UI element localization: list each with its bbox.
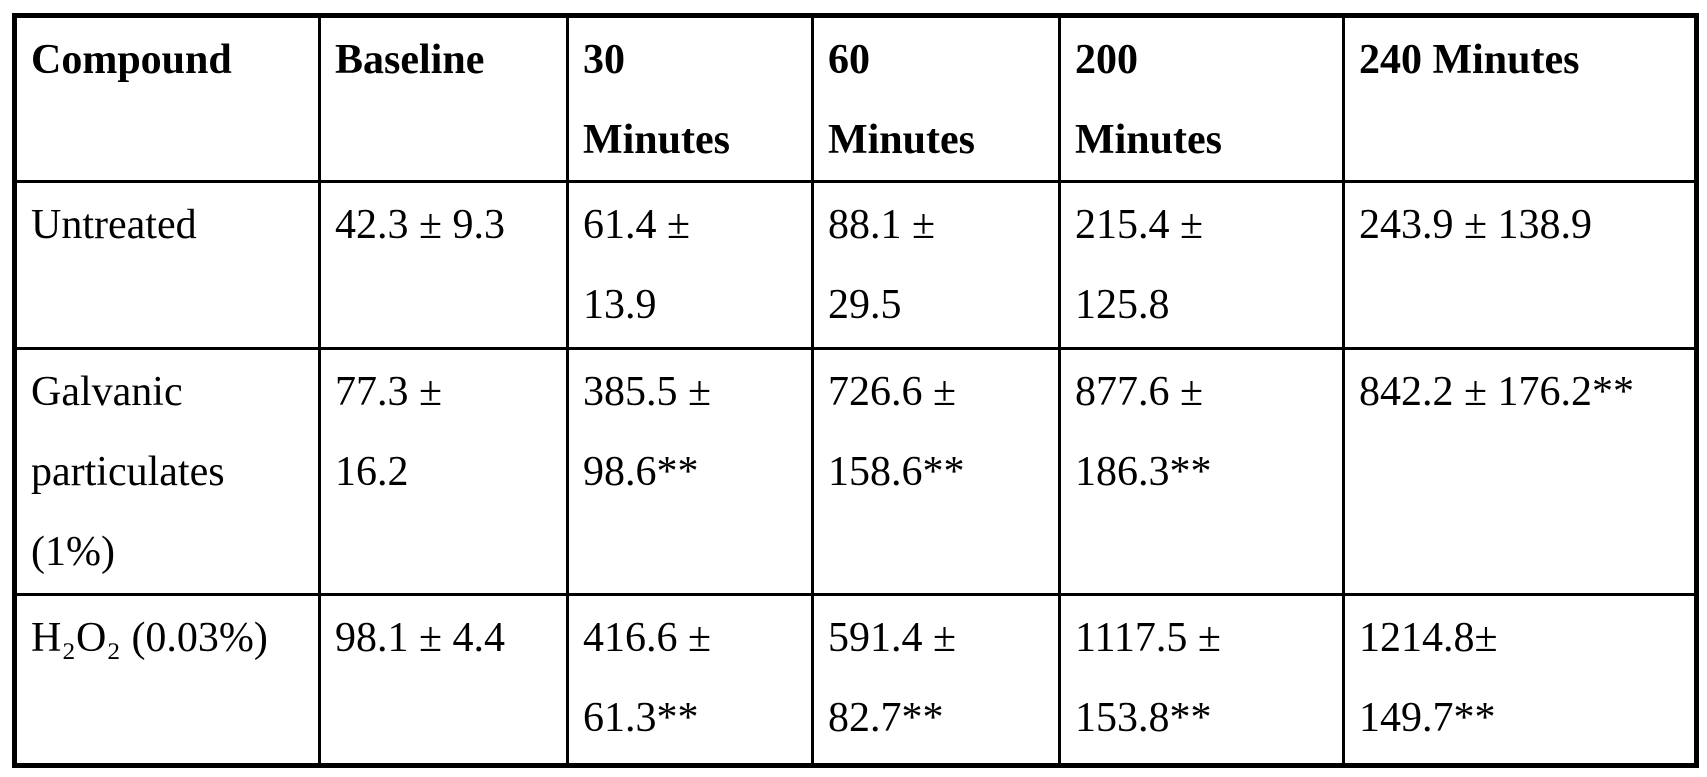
baseline-cell: 98.1 ± 4.4 xyxy=(318,593,569,767)
column-header-compound: Compound xyxy=(13,14,321,183)
200-minutes-cell: 215.4 ± 125.8 xyxy=(1058,180,1345,350)
compound-cell: Galvanic particulates (1%) xyxy=(13,347,321,596)
240-minutes-cell: 243.9 ± 138.9 xyxy=(1342,180,1698,350)
results-table: Compound Baseline 30 Minutes 60 Minutes … xyxy=(12,13,1699,768)
60-minutes-cell: 591.4 ± 82.7** xyxy=(811,593,1061,767)
200-minutes-cell: 1117.5 ± 153.8** xyxy=(1058,593,1345,767)
60-minutes-cell: 88.1 ± 29.5 xyxy=(811,180,1061,350)
30-minutes-cell: 385.5 ± 98.6** xyxy=(566,347,814,596)
header-row: Compound Baseline 30 Minutes 60 Minutes … xyxy=(13,14,1698,183)
column-header-200-minutes: 200 Minutes xyxy=(1058,14,1345,183)
table-row-untreated: Untreated 42.3 ± 9.3 61.4 ± 13.9 88.1 ± … xyxy=(13,180,1698,350)
240-minutes-cell: 842.2 ± 176.2** xyxy=(1342,347,1698,596)
table-row-h2o2: H₂O₂ (0.03%) 98.1 ± 4.4 416.6 ± 61.3** 5… xyxy=(13,593,1698,767)
baseline-cell: 77.3 ± 16.2 xyxy=(318,347,569,596)
compound-cell: Untreated xyxy=(13,180,321,350)
compound-cell: H₂O₂ (0.03%) xyxy=(13,593,321,767)
column-header-60-minutes: 60 Minutes xyxy=(811,14,1061,183)
30-minutes-cell: 416.6 ± 61.3** xyxy=(566,593,814,767)
column-header-30-minutes: 30 Minutes xyxy=(566,14,814,183)
200-minutes-cell: 877.6 ± 186.3** xyxy=(1058,347,1345,596)
column-header-240-minutes: 240 Minutes xyxy=(1342,14,1698,183)
60-minutes-cell: 726.6 ± 158.6** xyxy=(811,347,1061,596)
30-minutes-cell: 61.4 ± 13.9 xyxy=(566,180,814,350)
240-minutes-cell: 1214.8± 149.7** xyxy=(1342,593,1698,767)
column-header-baseline: Baseline xyxy=(318,14,569,183)
baseline-cell: 42.3 ± 9.3 xyxy=(318,180,569,350)
table-row-galvanic-particulates: Galvanic particulates (1%) 77.3 ± 16.2 3… xyxy=(13,347,1698,596)
